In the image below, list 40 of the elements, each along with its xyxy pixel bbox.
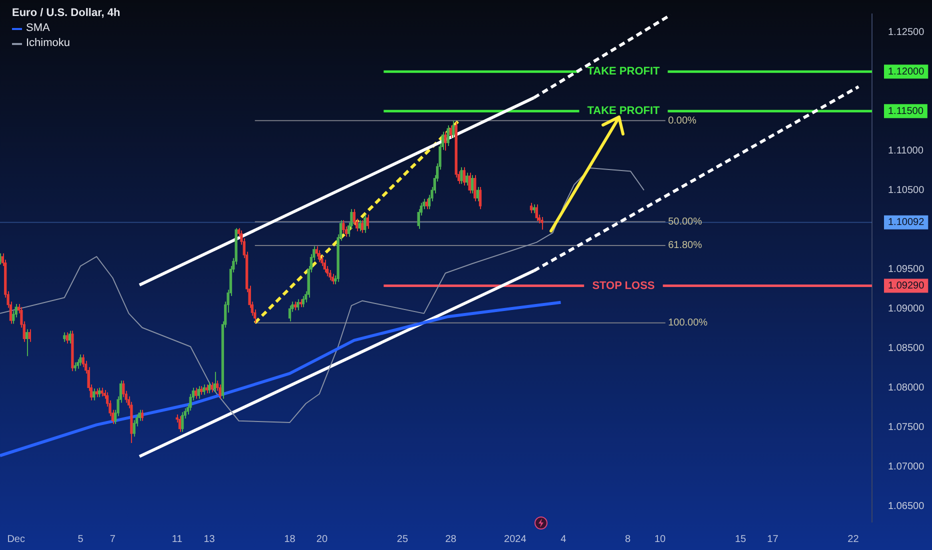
y-tick-label: 1.07500 [888,422,925,433]
x-tick-label: 22 [848,534,860,545]
x-tick-label: 7 [110,534,116,545]
y-tick-label: 1.11500 [888,106,924,117]
y-tick-label: 1.09290 [888,280,925,292]
annotation: 0.00% [668,115,697,126]
ref-line-label: STOP LOSS [592,280,655,292]
x-tick-label: 2024 [504,534,527,545]
annotation: 100.00% [668,318,708,329]
x-tick-label: 5 [78,534,84,545]
x-tick-label: 18 [284,534,296,545]
y-tick-label: 1.07000 [888,461,925,472]
x-tick-label: 25 [396,534,408,545]
x-tick-label: 4 [560,534,567,545]
x-tick-label: 28 [445,534,457,545]
ref-line-label: TAKE PROFIT [587,105,660,118]
x-tick-label: 15 [734,534,747,545]
x-tick-label: Dec [7,534,25,545]
x-tick-label: 13 [204,534,216,545]
y-tick-label: 1.06500 [888,500,925,512]
x-tick-label: 8 [625,534,632,545]
y-tick-label: 1.10092 [888,217,925,228]
y-tick-label: 1.11000 [888,145,924,156]
y-tick-label: 1.12000 [888,66,925,78]
annotation: 61.80% [668,240,702,252]
x-tick-label: 10 [654,534,666,545]
x-tick-label: 17 [767,534,779,545]
x-tick-label: 20 [316,534,328,545]
y-tick-label: 1.09000 [888,303,925,314]
ref-line-label: TAKE PROFIT [587,66,660,78]
legend-label: Ichimoku [26,36,70,51]
x-tick-label: 11 [172,534,183,545]
legend-label: SMA [26,21,50,36]
y-tick-label: 1.08500 [888,342,925,354]
chart-title: Euro / U.S. Dollar, 4h [12,6,120,21]
y-tick-label: 1.10500 [888,184,925,196]
y-tick-label: 1.08000 [888,382,925,394]
annotation: 50.00% [668,216,702,228]
y-tick-label: 1.09500 [888,264,925,275]
y-tick-label: 1.12500 [888,26,925,38]
